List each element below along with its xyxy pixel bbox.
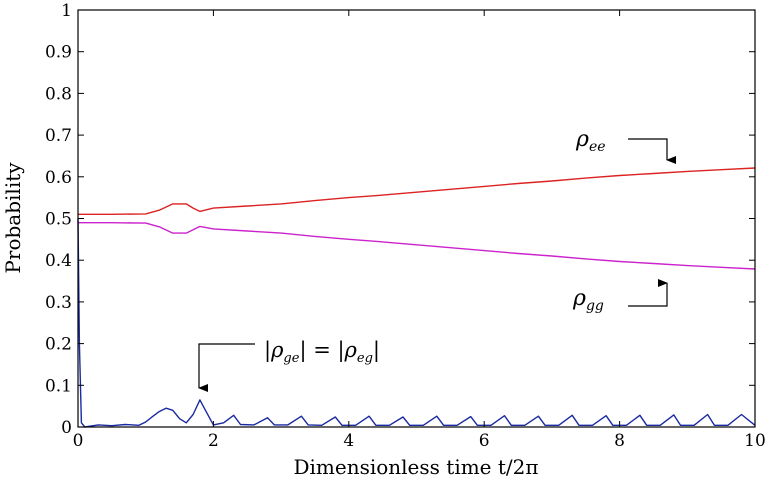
y-tick-label: 0.4 xyxy=(45,251,72,271)
y-tick-label: 0.1 xyxy=(45,376,72,396)
y-tick-label: 1 xyxy=(61,1,72,21)
series-line-0 xyxy=(78,167,756,215)
ticks-layer: 0 2 4 6 8 10 0 0.1 0.2 0.3 0.4 0.5 0.6 0.7 0.8 0.9 1 xyxy=(45,1,766,451)
y-axis-title: Probability xyxy=(1,162,25,274)
x-axis-title: Dimensionless time t/2π xyxy=(293,455,538,479)
x-tick-label: 10 xyxy=(744,431,766,451)
y-tick-label: 0.8 xyxy=(45,84,72,104)
x-tick-label: 2 xyxy=(208,431,219,451)
series-line-2 xyxy=(77,218,756,428)
x-tick-label: 4 xyxy=(343,431,354,451)
annotation-coherence: |ρge| = |ρeg| xyxy=(198,338,380,392)
x-tick-label: 0 xyxy=(73,431,84,451)
series-line-1 xyxy=(78,222,756,270)
y-tick-label: 0.9 xyxy=(45,43,72,63)
y-tick-label: 0.3 xyxy=(45,293,72,313)
plot-frame xyxy=(77,9,756,428)
y-tick-label: 0.7 xyxy=(45,126,72,146)
annotation-rho-gg: ρgg xyxy=(572,279,668,314)
annotation-rho-ee: ρee xyxy=(575,127,676,164)
annotation-rho-gg-label: ρgg xyxy=(572,286,604,314)
annotation-rho-gg-arrow xyxy=(628,279,668,307)
annotation-coherence-arrow xyxy=(198,343,255,392)
annotation-rho-ee-label: ρee xyxy=(575,127,606,155)
series-layer xyxy=(77,167,756,428)
annotation-rho-ee-arrow xyxy=(628,138,676,164)
y-tick-label: 0.2 xyxy=(45,335,72,355)
y-tick-label: 0.5 xyxy=(45,210,72,230)
annotation-coherence-label: |ρge| = |ρeg| xyxy=(264,338,380,366)
y-tick-label: 0.6 xyxy=(45,168,72,188)
x-tick-label: 6 xyxy=(479,431,490,451)
y-tick-label: 0 xyxy=(61,418,72,438)
x-tick-label: 8 xyxy=(614,431,625,451)
